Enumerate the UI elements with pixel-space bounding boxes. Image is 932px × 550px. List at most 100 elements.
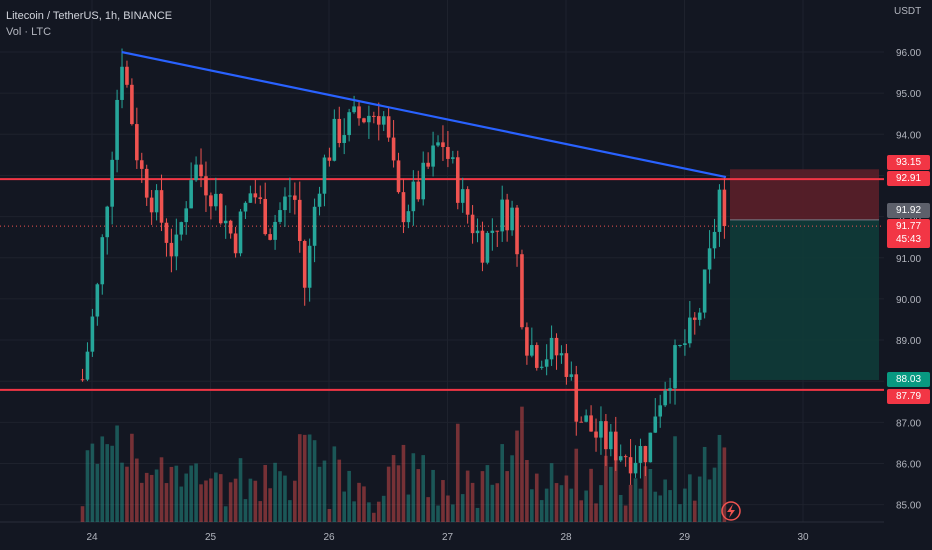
time-tick-label: 29	[679, 532, 691, 543]
candle-body	[214, 193, 218, 207]
volume-bar	[500, 444, 505, 522]
candle-body	[717, 189, 722, 232]
candle-body	[515, 207, 519, 255]
candle-body	[421, 162, 426, 200]
volume-bar	[199, 484, 203, 522]
volume-bar	[110, 445, 114, 522]
candle-body	[485, 232, 490, 263]
candle-body	[702, 269, 707, 313]
volume-bar	[530, 489, 534, 522]
volume-bar	[416, 469, 421, 522]
volume-bar	[396, 465, 401, 522]
candle-body	[470, 214, 475, 234]
volume-bar	[189, 465, 193, 522]
volume-bar	[273, 462, 277, 522]
symbol-title[interactable]: Litecoin / TetherUS, 1h, BINANCE	[6, 10, 173, 22]
target-price-tag: 88.03	[887, 372, 930, 387]
candle-body	[327, 157, 332, 161]
take-profit-zone	[730, 219, 879, 380]
volume-bar	[722, 447, 727, 522]
stop-loss-zone	[730, 169, 879, 220]
volume-bar	[702, 446, 707, 522]
volume-bar	[480, 471, 485, 522]
volume-bar	[184, 473, 189, 522]
candle-body	[613, 431, 618, 461]
volume-bar	[120, 462, 124, 522]
candle-body	[357, 106, 361, 119]
candle-body	[179, 222, 184, 235]
volume-bar	[589, 468, 593, 522]
candle-body	[574, 374, 579, 422]
price-tick-label: 92.00	[896, 213, 921, 224]
candle-body	[668, 388, 672, 391]
volume-bar	[460, 494, 465, 522]
volume-bar	[623, 505, 628, 522]
candle-body	[386, 116, 391, 138]
volume-bar	[411, 453, 416, 522]
candle-body	[184, 208, 189, 223]
volume-bar	[228, 482, 233, 522]
volume-bar	[288, 500, 292, 522]
price-tick-label: 95.00	[896, 89, 921, 100]
candle-body	[446, 147, 450, 159]
volume-bar	[293, 480, 297, 522]
candle-body	[544, 359, 549, 367]
candle-body	[525, 327, 529, 356]
candle-body	[455, 157, 460, 203]
volume-bar	[470, 482, 475, 522]
candle-body	[436, 142, 440, 146]
candle-body	[722, 189, 727, 227]
candle-body	[569, 374, 574, 377]
last-price-value: 91.77	[895, 221, 922, 232]
volume-bar	[337, 459, 342, 522]
candle-body	[579, 421, 584, 423]
candle-body	[164, 222, 169, 243]
volume-bar	[446, 495, 450, 522]
candle-body	[125, 66, 129, 85]
candle-body	[80, 379, 85, 381]
candle-body	[623, 456, 628, 458]
volume-bar	[105, 444, 110, 522]
volume-bar	[431, 469, 435, 522]
candle-body	[678, 345, 682, 347]
candle-body	[534, 345, 539, 368]
volume-bar	[525, 460, 529, 522]
candle-body	[204, 176, 208, 196]
volume-bar	[534, 473, 539, 522]
lightning-icon[interactable]	[721, 501, 741, 521]
volume-bar	[218, 474, 223, 522]
entry-price-tag: 91.92	[887, 203, 930, 218]
volume-bar	[465, 470, 470, 522]
volume-bar	[125, 466, 129, 522]
candle-body	[243, 202, 248, 212]
candle-body	[633, 462, 638, 474]
volume-bar	[258, 501, 263, 522]
candle-body	[673, 345, 677, 389]
volume-bar	[569, 488, 574, 522]
candle-body	[495, 230, 500, 232]
price-axis: 96.0095.0094.0093.0092.0091.0090.0089.00…	[896, 48, 921, 512]
price-tick-label: 90.00	[896, 295, 921, 306]
volume-bar	[253, 480, 258, 522]
currency-unit[interactable]: USDT	[894, 6, 922, 17]
candle-body	[169, 242, 174, 257]
volume-bar	[179, 486, 184, 522]
trendline	[121, 50, 727, 179]
volume-bar	[673, 436, 677, 522]
time-tick-label: 30	[797, 532, 809, 543]
volume-bar	[268, 488, 272, 522]
candle-body	[258, 197, 263, 199]
volume-bar	[139, 482, 144, 522]
candle-body	[697, 312, 702, 320]
volume-bar	[278, 471, 282, 522]
bar-countdown: 45:43	[895, 234, 922, 245]
volume-bar	[238, 458, 243, 522]
volume-bar	[579, 500, 584, 522]
candle-body	[209, 195, 213, 207]
candle-body	[707, 248, 712, 270]
candle-body	[426, 162, 430, 167]
candle-body	[85, 351, 90, 380]
trendline-group	[121, 50, 727, 179]
candle-body	[381, 116, 386, 125]
